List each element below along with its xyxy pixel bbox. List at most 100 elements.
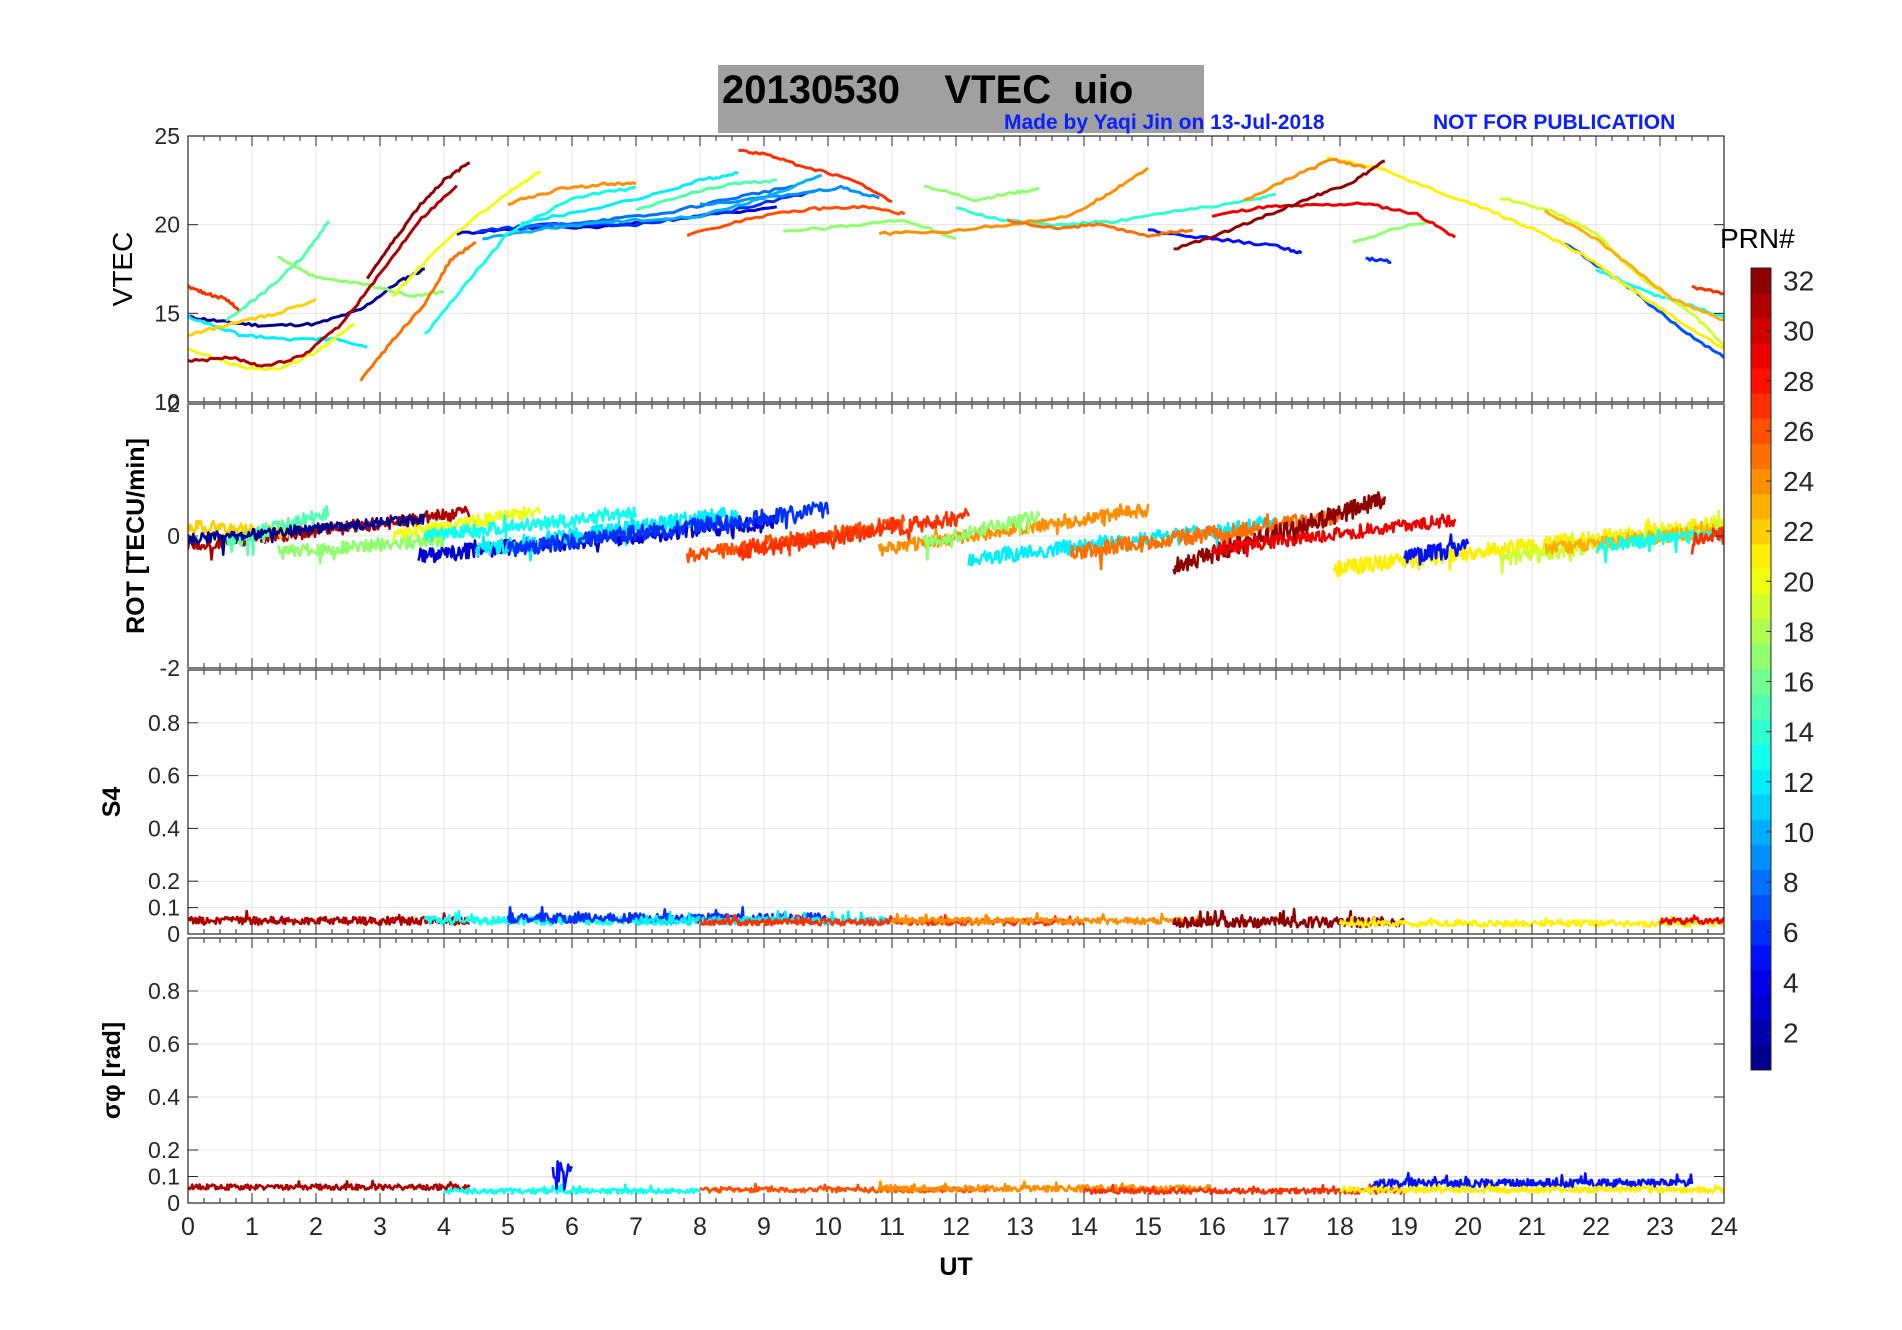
series-line-prn-24	[507, 181, 637, 207]
x-tick-label: 23	[1646, 1213, 1674, 1241]
series-line-prn-6	[506, 501, 830, 558]
y-tick-label: 0	[167, 921, 180, 947]
y-tick-label: 0.1	[148, 895, 180, 921]
series-line-prn-31	[188, 184, 458, 368]
credit-text: Made by Yaqi Jin on 13-Jul-2018	[1004, 111, 1325, 134]
x-tick-label: 12	[942, 1213, 970, 1241]
x-tick-label: 17	[1262, 1213, 1290, 1241]
y-tick-label: 0.2	[148, 1137, 180, 1163]
series-line-prn-13	[423, 506, 638, 542]
colorbar-tick-label: 12	[1783, 767, 1814, 798]
colorbar-band	[1751, 618, 1771, 645]
series-line-prn-1	[188, 513, 426, 557]
series-line-prn-17	[783, 219, 957, 241]
colorbar-tick-label: 14	[1783, 717, 1814, 748]
x-tick-label: 8	[693, 1213, 707, 1241]
x-tick-label: 4	[437, 1213, 451, 1241]
y-tick-label: 0.8	[148, 978, 180, 1004]
x-tick-label: 15	[1134, 1213, 1162, 1241]
colorbar-band	[1751, 343, 1771, 369]
y-axis-label-s4: S4	[98, 787, 126, 818]
series-line-prn-25	[359, 241, 477, 382]
colorbar-band	[1751, 844, 1771, 870]
x-ticks-vtec	[187, 136, 1725, 402]
series-line-prn-31	[188, 1179, 471, 1191]
series-line-prn-25	[1006, 218, 1194, 238]
series-line-prn-20	[391, 170, 541, 298]
x-tick-label: 2	[309, 1213, 323, 1241]
series-line-prn-5	[551, 1160, 574, 1191]
x-tick-label: 13	[1006, 1213, 1034, 1241]
colorbar-band	[1751, 318, 1771, 344]
series-line-prn-7	[1563, 242, 1724, 359]
colorbar-band	[1751, 794, 1771, 820]
y-tick-label: 0.1	[148, 1164, 180, 1190]
series-line-prn-17	[276, 533, 445, 565]
colorbar-tick-label: 8	[1783, 867, 1799, 898]
y-tick-label: 0	[167, 1190, 180, 1216]
colorbar-tick-label: 32	[1783, 266, 1814, 297]
series-line-prn-29	[1658, 914, 1724, 926]
series-line-prn-31	[188, 909, 470, 927]
x-ticks-sigma_phi	[187, 938, 1725, 1203]
colorbar-tick-label: 30	[1783, 316, 1814, 347]
colorbar-band	[1751, 994, 1771, 1021]
series-line-prn-15	[635, 178, 777, 212]
series-line-prn-5	[1371, 1171, 1694, 1189]
x-tick-label: 16	[1198, 1213, 1226, 1241]
colorbar-tick-label: 10	[1783, 817, 1814, 848]
colorbar-tick-label: 24	[1783, 466, 1814, 497]
x-axis-label: UT	[939, 1253, 972, 1281]
series-line-prn-24	[1243, 158, 1367, 202]
y-axis-label-rot: ROT [TECU/min]	[122, 438, 150, 634]
colorbar-band	[1751, 944, 1771, 971]
y-tick-label: 0.6	[148, 1031, 180, 1057]
x-tick-label: 9	[757, 1213, 771, 1241]
series-line-prn-5	[1402, 533, 1470, 566]
colorbar-band	[1751, 468, 1771, 495]
colorbar-tick-label: 4	[1783, 967, 1799, 998]
colorbar-band	[1751, 643, 1771, 670]
series-line-prn-17	[922, 510, 1041, 562]
series-line-prn-32	[1173, 159, 1386, 251]
not-for-publication-notice: NOT FOR PUBLICATION	[1433, 111, 1676, 134]
series-line-prn-25	[1069, 510, 1342, 571]
series-line-prn-21	[1326, 155, 1724, 351]
colorbar-tick-label: 26	[1783, 416, 1814, 447]
series-line-prn-26	[698, 1182, 989, 1194]
x-tick-label: 5	[501, 1213, 515, 1241]
series-line-prn-9	[699, 184, 880, 207]
grid-s4	[187, 670, 1725, 935]
colorbar-band	[1751, 744, 1771, 770]
x-tick-label: 6	[565, 1213, 579, 1241]
grid-sigma_phi	[187, 938, 1725, 1204]
colorbar-band	[1751, 368, 1771, 394]
title-background	[718, 65, 1204, 133]
series-line-prn-32	[365, 161, 471, 280]
y-axis-label-sigma_phi: σφ [rad]	[98, 1022, 126, 1120]
chart-title: 20130530 VTEC uio	[722, 68, 1134, 112]
colorbar-band	[1751, 518, 1771, 545]
series-line-prn-6	[1365, 256, 1392, 265]
colorbar-band	[1751, 593, 1771, 620]
series-line-prn-12	[520, 171, 739, 225]
series-line-prn-27	[1691, 284, 1724, 296]
x-tick-label: 10	[814, 1213, 842, 1241]
series-sigma_phi	[188, 1160, 1724, 1195]
colorbar-frame	[1750, 267, 1772, 1071]
y-tick-label: 15	[154, 300, 180, 326]
colorbar-band	[1751, 443, 1771, 469]
colorbar-band	[1751, 769, 1771, 795]
series-line-prn-10	[482, 173, 823, 241]
y-tick-label: 0.4	[148, 1084, 180, 1110]
panel-rot: 2 0 -2 ROT [TECU/min]	[122, 391, 1725, 681]
series-line-prn-24	[877, 1180, 1214, 1193]
y-tick-label: 0.2	[148, 868, 180, 894]
x-tick-label: 7	[629, 1213, 643, 1241]
colorbar-band	[1751, 568, 1771, 595]
y-tick-label: 0.6	[148, 763, 180, 789]
colorbar-band	[1751, 819, 1771, 845]
colorbar-tick-label: 28	[1783, 366, 1814, 397]
